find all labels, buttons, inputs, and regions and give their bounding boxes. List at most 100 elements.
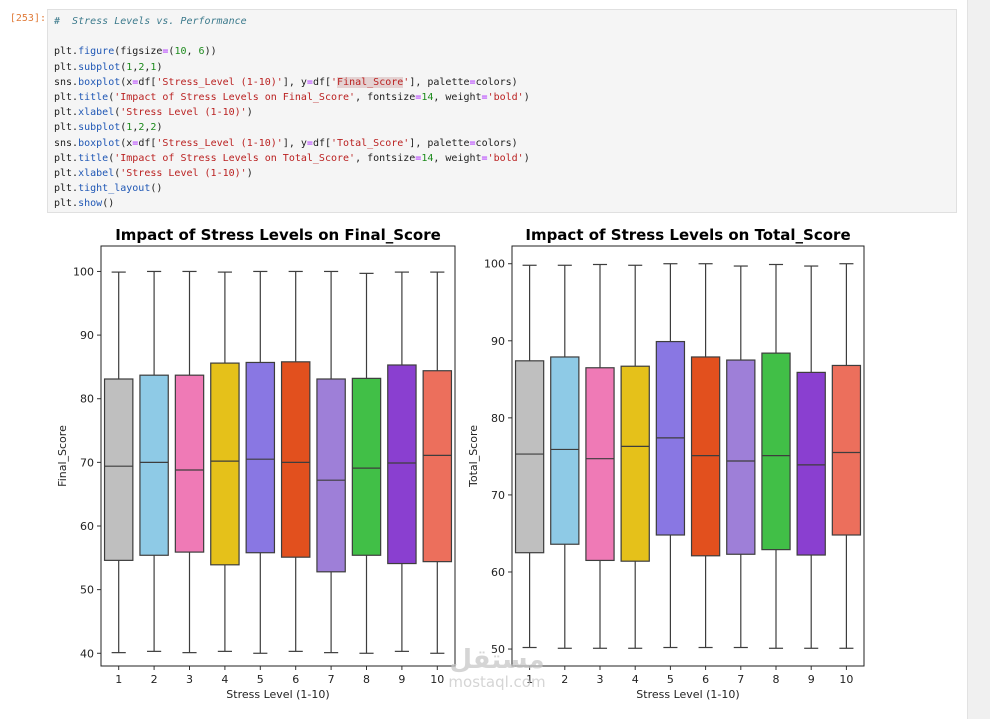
y-tick-label: 90 [491, 335, 505, 348]
code-line [54, 29, 530, 44]
code-token: = [132, 76, 139, 88]
code-token: = [415, 91, 422, 103]
chart-title: Impact of Stress Levels on Final_Score [115, 226, 441, 244]
box-category-2 [550, 264, 580, 649]
code-line: plt.title('Impact of Stress Levels on Fi… [54, 90, 530, 105]
vertical-scrollbar[interactable] [967, 0, 990, 719]
code-token: # Stress Levels vs. Performance [54, 16, 247, 27]
iqr-box [245, 361, 276, 554]
x-tick-label: 7 [328, 673, 335, 686]
iqr-box [831, 364, 862, 536]
code-token: ) [156, 61, 163, 73]
x-tick-label: 8 [363, 673, 370, 686]
iqr-box [690, 356, 721, 557]
code-cell[interactable]: # Stress Levels vs. Performance plt.figur… [47, 9, 957, 213]
box-category-3 [174, 270, 205, 654]
cell-prompt: [253]: [0, 13, 46, 24]
code-token: ], y [282, 76, 307, 88]
code-token: ( [114, 167, 121, 179]
x-tick-label: 10 [839, 673, 853, 686]
code-token: 6 [198, 46, 205, 58]
code-line: # Stress Levels vs. Performance [54, 14, 530, 29]
code-token: plt. [54, 107, 79, 119]
watermark: مستقل mostaql.com [432, 646, 562, 690]
code-token: ) [246, 107, 253, 119]
y-tick-label: 80 [491, 412, 505, 425]
box-category-9 [387, 271, 417, 652]
y-tick-label: 90 [80, 329, 94, 342]
code-token: (x [120, 137, 133, 149]
code-token: = [162, 46, 169, 58]
code-token: df[ [312, 76, 332, 88]
code-token: subplot [78, 122, 121, 134]
code-token: ], y [282, 137, 307, 149]
cell-execution-count: [253]: [9, 13, 46, 24]
code-token: , [186, 46, 199, 58]
code-token: xlabel [78, 167, 115, 179]
chart-panel-2: Impact of Stress Levels on Total_Score 50… [467, 226, 865, 701]
code-line: plt.figure(figsize=(10, 6)) [54, 44, 530, 59]
box-category-7 [316, 270, 346, 654]
box-category-2 [139, 270, 169, 652]
code-token: = [415, 152, 422, 164]
y-tick-label: 100 [73, 265, 94, 278]
y-tick-label: 50 [80, 584, 94, 597]
code-token: show [78, 198, 103, 210]
x-tick-label: 4 [632, 673, 639, 686]
iqr-box [726, 359, 756, 555]
code-token: ) [523, 91, 530, 103]
code-token: 'Stress_Level (1-10)' [156, 76, 283, 88]
box-category-1 [103, 271, 134, 654]
box-category-4 [620, 264, 650, 649]
y-axis-label: Total_Score [467, 425, 480, 488]
code-token: ( [114, 107, 121, 119]
code-line: plt.tight_layout() [54, 181, 530, 196]
x-tick-label: 5 [257, 673, 264, 686]
x-tick-label: 5 [667, 673, 674, 686]
y-tick-label: 60 [80, 520, 94, 533]
code-line: plt.xlabel('Stress Level (1-10)') [54, 166, 530, 181]
code-token: boxplot [78, 76, 121, 88]
code-token: plt. [54, 183, 79, 195]
code-token: 'bold' [487, 152, 524, 164]
x-tick-label: 3 [597, 673, 604, 686]
code-token: ( [120, 122, 127, 134]
x-tick-label: 4 [221, 673, 228, 686]
code-token: df[ [138, 76, 157, 88]
x-tick-label: 8 [773, 673, 780, 686]
code-token: 14 [421, 91, 434, 103]
code-token: plt. [54, 61, 79, 73]
code-token: = [481, 152, 488, 164]
x-axis-label: Stress Level (1-10) [226, 688, 329, 701]
iqr-box [387, 364, 417, 565]
iqr-box [550, 356, 580, 545]
code-token: ) [523, 152, 530, 164]
code-token: ' [403, 76, 410, 88]
x-tick-label: 2 [561, 673, 568, 686]
code-token: ( [108, 152, 115, 164]
code-token: Final_Score [337, 76, 404, 88]
x-tick-label: 1 [526, 673, 533, 686]
box-category-3 [585, 263, 615, 649]
code-token: subplot [78, 61, 121, 73]
code-token: , [132, 61, 139, 73]
box-category-6 [280, 270, 311, 652]
x-tick-label: 6 [292, 673, 299, 686]
code-token: , fontsize [355, 152, 416, 164]
code-token: 'Impact of Stress Levels on Final_Score' [114, 91, 356, 103]
watermark-arabic: مستقل [449, 645, 545, 675]
code-token: 1 [126, 122, 133, 134]
code-token: (x [120, 76, 133, 88]
code-token: xlabel [78, 107, 115, 119]
x-tick-label: 1 [115, 673, 122, 686]
code-token: title [78, 91, 109, 103]
code-token: = [469, 137, 476, 149]
code-token: = [481, 91, 488, 103]
code-token: (figsize [114, 46, 163, 58]
iqr-box [351, 377, 382, 556]
box-category-5 [655, 263, 686, 649]
code-editor[interactable]: # Stress Levels vs. Performance plt.figur… [54, 14, 530, 211]
code-token: plt. [54, 167, 79, 179]
code-token: = [469, 76, 476, 88]
code-token: boxplot [78, 137, 121, 149]
